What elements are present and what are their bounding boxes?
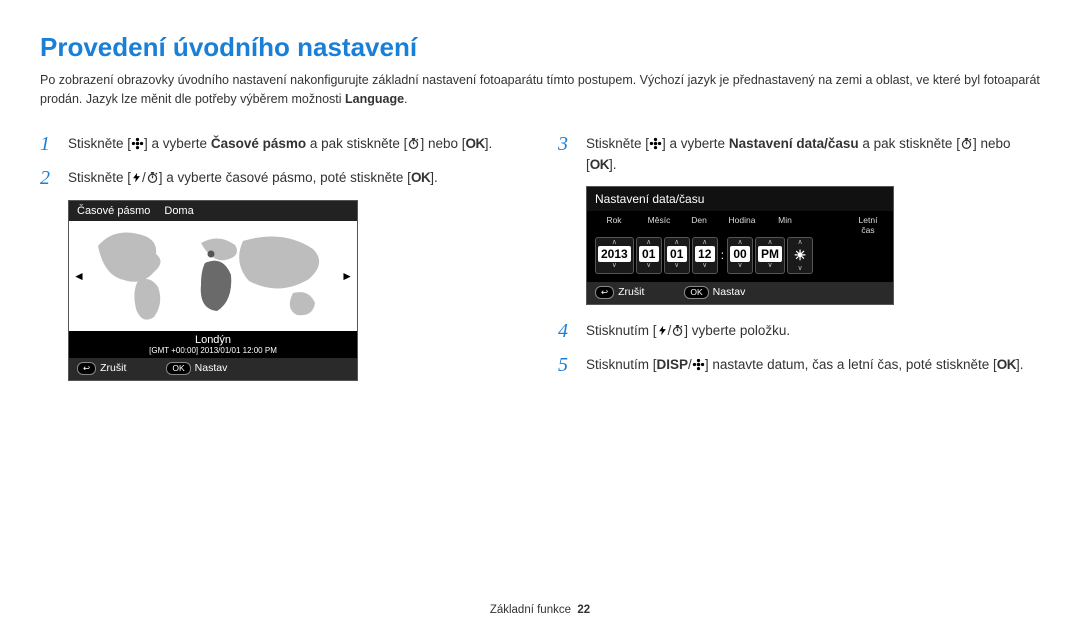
dt-label-day: Den	[687, 215, 711, 235]
dt-values-row: ∧2013∨ ∧01∨ ∧01∨ ∧12∨ : ∧00∨ ∧PM∨ ∧☀∨	[595, 237, 885, 274]
step-number: 3	[558, 132, 576, 176]
dt-day-stepper[interactable]: ∧01∨	[664, 237, 690, 274]
tz-footer: ↩Zrušit OKNastav	[69, 358, 357, 380]
dt-cancel-button[interactable]: ↩Zrušit	[595, 286, 644, 299]
step-1: 1 Stiskněte [] a vyberte Časové pásmo a …	[40, 132, 522, 156]
dt-label-month: Měsíc	[647, 215, 671, 235]
step-number: 4	[558, 319, 576, 343]
page-title: Provedení úvodního nastavení	[40, 32, 1040, 63]
intro-before: Po zobrazení obrazovky úvodního nastaven…	[40, 73, 1040, 106]
tz-left-arrow-icon[interactable]: ◄	[73, 269, 85, 283]
timer-icon	[407, 137, 420, 153]
tz-gmt: [GMT +00:00] 2013/01/01 12:00 PM	[69, 346, 357, 358]
dt-colon: :	[720, 248, 725, 262]
datetime-panel: Nastavení data/času Rok Měsíc Den Hodina…	[586, 186, 894, 305]
step-text: Stiskněte [] a vyberte Časové pásmo a pa…	[68, 132, 492, 156]
dt-hour-stepper[interactable]: ∧12∨	[692, 237, 718, 274]
step-2: 2 Stiskněte [/] a vyberte časové pásmo, …	[40, 166, 522, 190]
back-icon: ↩	[595, 286, 614, 299]
timer-icon	[960, 137, 973, 153]
dt-footer: ↩Zrušit OKNastav	[587, 282, 893, 304]
timezone-panel-header: Časové pásmo Doma	[69, 201, 357, 221]
step-text: Stiskněte [/] a vyberte časové pásmo, po…	[68, 166, 438, 190]
dt-dst-stepper[interactable]: ∧☀∨	[787, 237, 813, 274]
dt-set-button[interactable]: OKNastav	[684, 286, 745, 299]
page-footer: Základní funkce 22	[0, 604, 1080, 616]
disp-icon: DISP	[657, 357, 689, 372]
flash-icon	[657, 324, 668, 340]
dt-label-min: Min	[773, 215, 797, 235]
ok-pill-icon: OK	[684, 286, 708, 299]
tz-cancel-button[interactable]: ↩Zrušit	[77, 362, 126, 375]
dt-label-hour: Hodina	[727, 215, 757, 235]
back-icon: ↩	[77, 362, 96, 375]
step-number: 1	[40, 132, 58, 156]
step-text: Stiskněte [] a vyberte Nastavení data/ča…	[586, 132, 1040, 176]
dt-ampm-stepper[interactable]: ∧PM∨	[755, 237, 785, 274]
flower-icon	[692, 358, 705, 374]
intro-after: .	[404, 92, 407, 106]
right-column: 3 Stiskněte [] a vyberte Nastavení data/…	[558, 132, 1040, 387]
timer-icon	[671, 324, 684, 340]
step-number: 5	[558, 353, 576, 377]
dt-label-year: Rok	[597, 215, 631, 235]
intro-bold: Language	[345, 92, 404, 106]
dt-labels-row: Rok Měsíc Den Hodina Min Letní čas	[595, 215, 885, 237]
left-column: 1 Stiskněte [] a vyberte Časové pásmo a …	[40, 132, 522, 387]
sun-icon: ☀	[790, 246, 810, 265]
step-5: 5 Stisknutím [DISP/] nastavte datum, čas…	[558, 353, 1040, 377]
timer-icon	[146, 171, 159, 187]
flash-icon	[131, 171, 142, 187]
step-number: 2	[40, 166, 58, 190]
world-map-icon	[83, 221, 343, 331]
step-3: 3 Stiskněte [] a vyberte Nastavení data/…	[558, 132, 1040, 176]
footer-section: Základní funkce	[490, 604, 571, 616]
intro-paragraph: Po zobrazení obrazovky úvodního nastaven…	[40, 71, 1040, 110]
timezone-map: ◄ ►	[69, 221, 357, 331]
footer-page: 22	[577, 604, 590, 616]
ok-pill-icon: OK	[166, 362, 190, 375]
flower-icon	[649, 137, 662, 153]
flower-icon	[131, 137, 144, 153]
timezone-panel: Časové pásmo Doma ◄	[68, 200, 358, 381]
dt-month-stepper[interactable]: ∧01∨	[636, 237, 662, 274]
dt-label-dst: Letní čas	[853, 215, 883, 235]
tz-set-button[interactable]: OKNastav	[166, 362, 227, 375]
ok-icon: OK	[411, 170, 430, 185]
dt-year-stepper[interactable]: ∧2013∨	[595, 237, 634, 274]
dt-min-stepper[interactable]: ∧00∨	[727, 237, 753, 274]
tz-right-arrow-icon[interactable]: ►	[341, 269, 353, 283]
tz-city: Londýn	[69, 331, 357, 346]
tz-tab: Doma	[164, 205, 193, 217]
ok-icon: OK	[465, 136, 484, 151]
dt-title: Nastavení data/času	[587, 187, 893, 211]
step-4: 4 Stisknutím [/] vyberte položku.	[558, 319, 1040, 343]
ok-icon: OK	[590, 157, 609, 172]
step-text: Stisknutím [DISP/] nastavte datum, čas a…	[586, 353, 1023, 377]
tz-title: Časové pásmo	[77, 205, 150, 217]
ok-icon: OK	[997, 357, 1016, 372]
step-text: Stisknutím [/] vyberte položku.	[586, 319, 790, 343]
